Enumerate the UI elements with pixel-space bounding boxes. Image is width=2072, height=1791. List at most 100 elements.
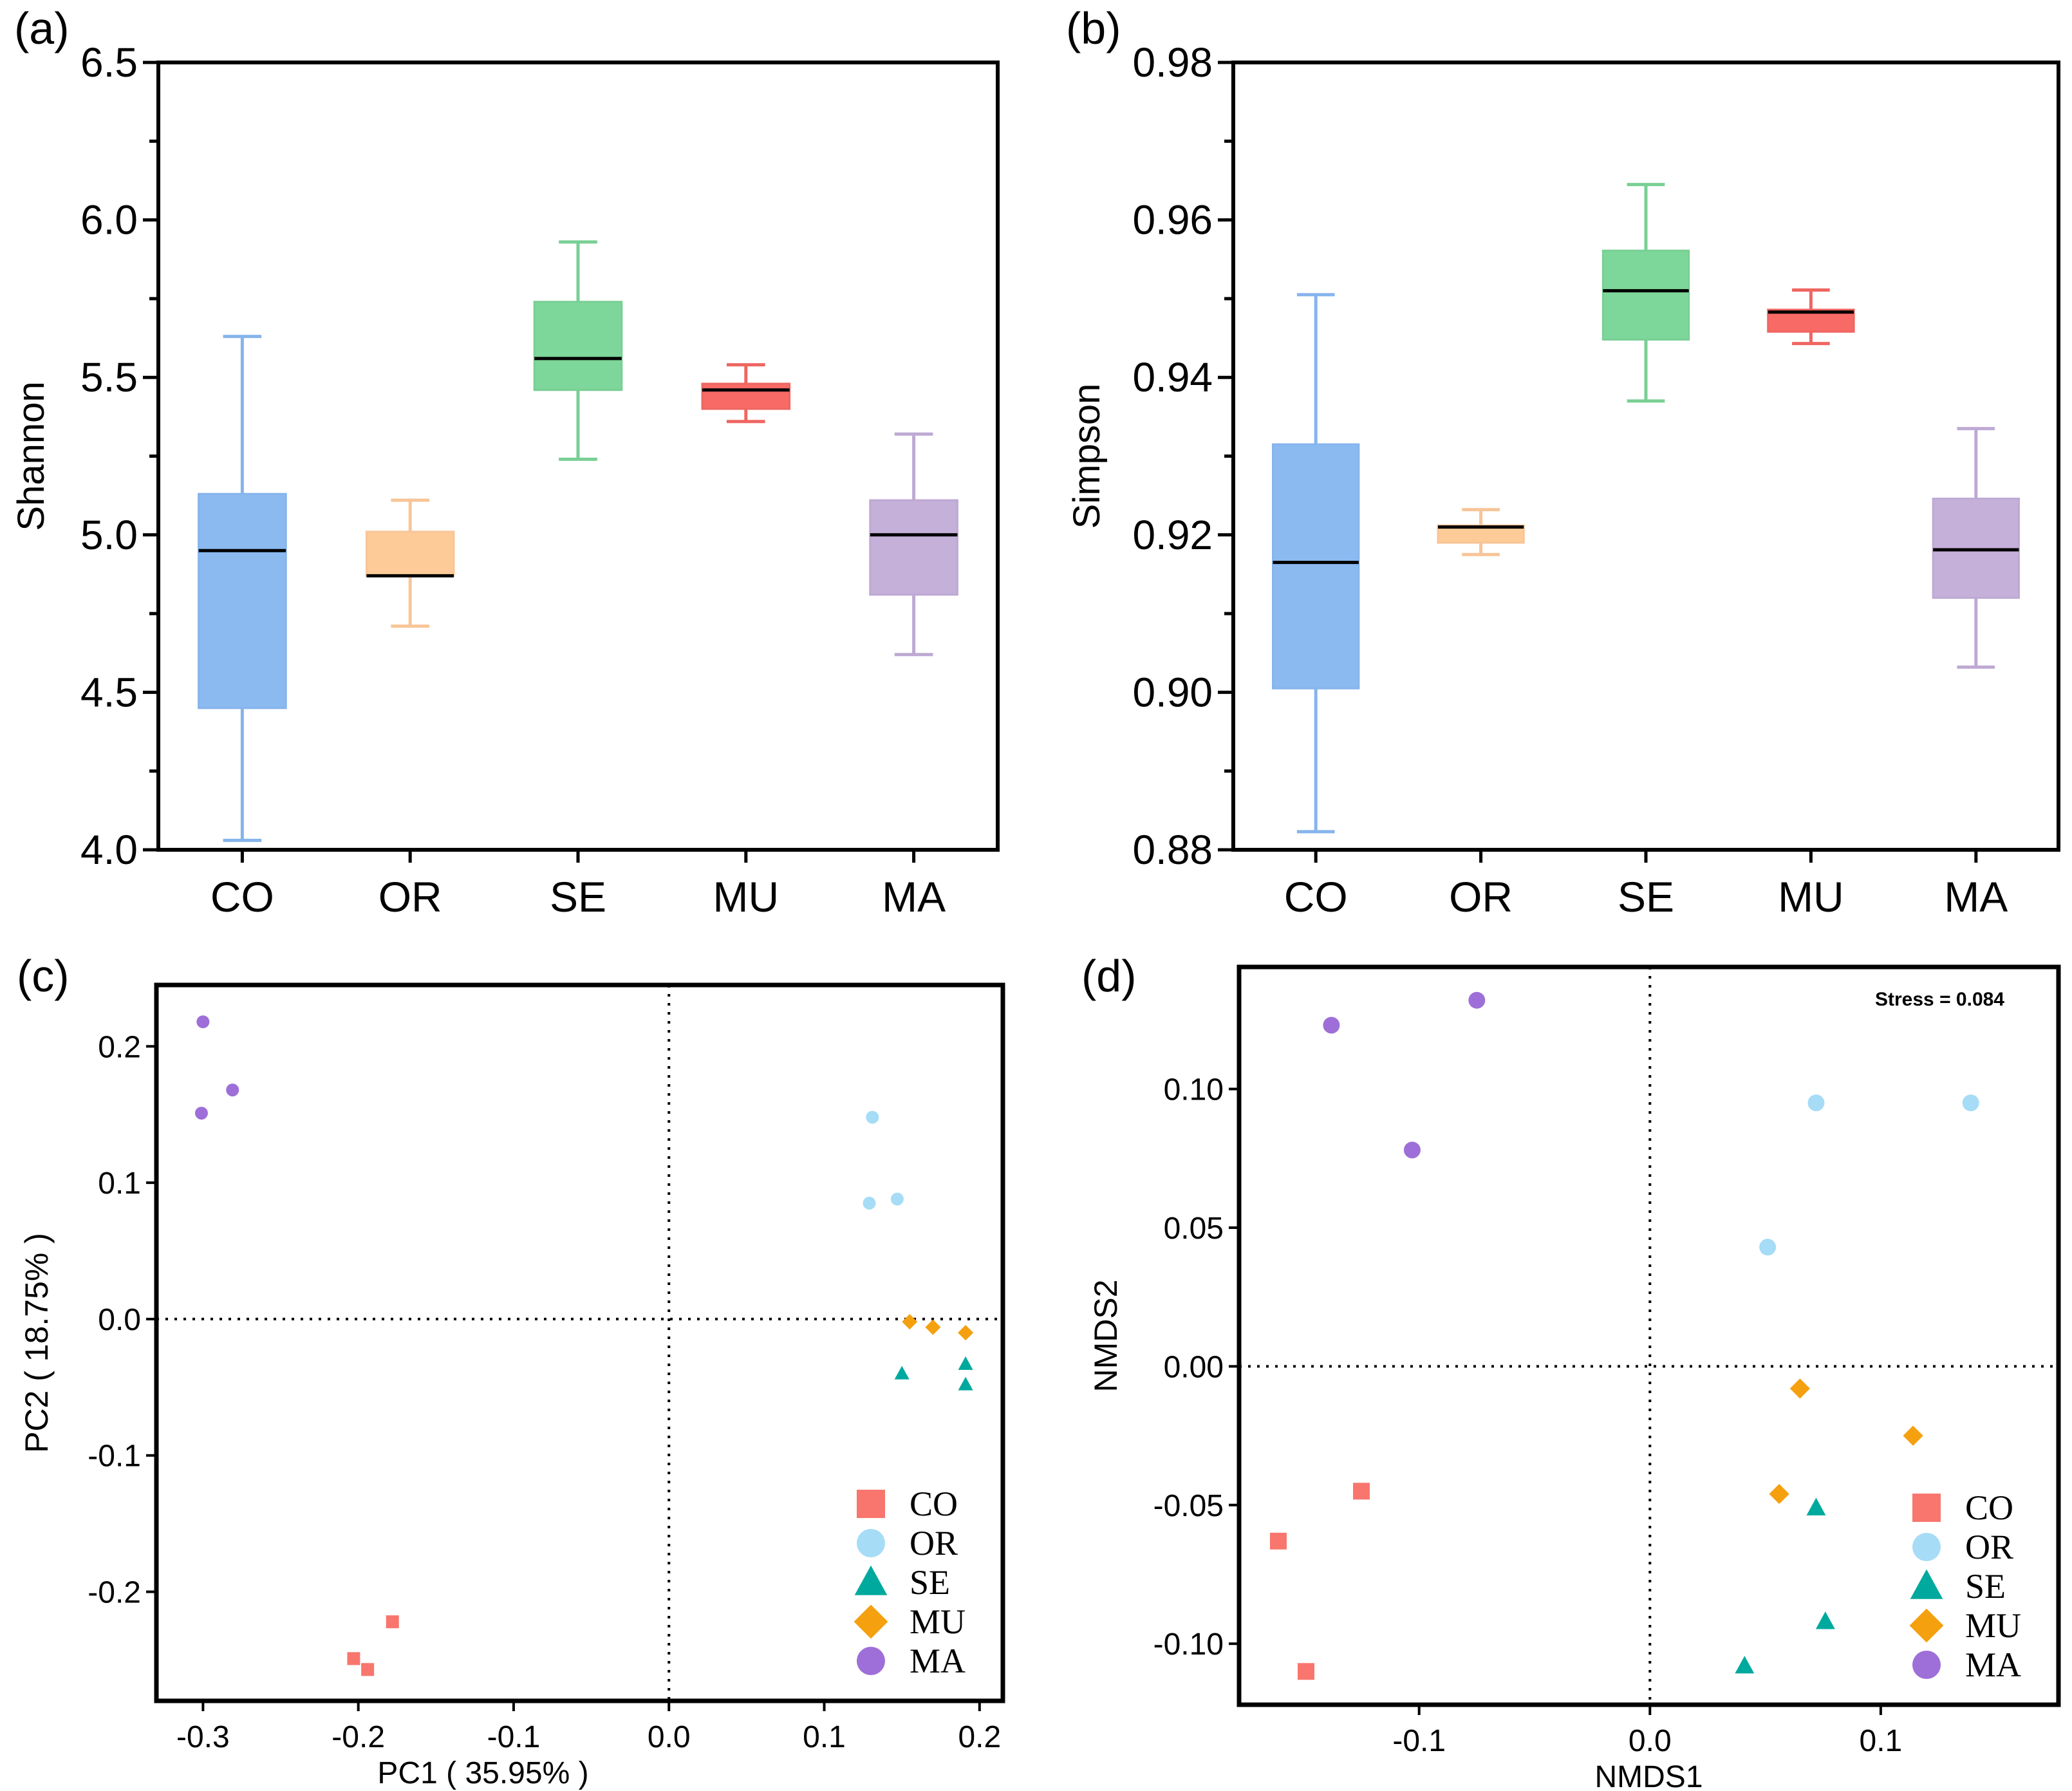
legend-label: MU: [1965, 1606, 2021, 1645]
y-tick-label: 4.5: [80, 669, 138, 715]
legend-marker-ma: [857, 1647, 885, 1675]
legend-marker-co: [1912, 1494, 1941, 1522]
x-tick-label: MA: [1944, 873, 2008, 921]
y-tick-label: 0.2: [98, 1030, 141, 1064]
y-tick-label: 5.5: [80, 354, 138, 400]
x-tick-label: -0.1: [487, 1720, 541, 1754]
legend-label: MU: [910, 1602, 966, 1641]
x-axis-label: PC1 ( 35.95% ): [377, 1756, 588, 1790]
data-point-or: [1807, 1094, 1825, 1112]
x-tick-label: 0.1: [803, 1720, 846, 1754]
legend-label: OR: [1965, 1528, 2013, 1566]
data-point-mu: [958, 1325, 974, 1341]
data-point-co: [347, 1652, 360, 1665]
legend-label: CO: [1965, 1488, 2013, 1527]
box-se: [533, 240, 623, 461]
y-tick-label: 0.96: [1132, 197, 1213, 243]
box-co: [1272, 293, 1360, 834]
x-tick-label: MU: [713, 873, 779, 921]
x-axis-label: NMDS1: [1594, 1760, 1703, 1791]
x-tick-label: MA: [882, 873, 946, 921]
series-mu: [902, 1314, 974, 1341]
y-tick-label: 4.0: [80, 827, 138, 873]
data-point-se: [1815, 1611, 1835, 1629]
y-tick-label: 6.0: [80, 197, 138, 243]
box-co: [198, 335, 287, 842]
box-ma: [1932, 427, 2020, 669]
box-mu: [701, 363, 791, 424]
box-iqr: [365, 530, 455, 577]
data-point-se: [958, 1376, 973, 1391]
x-tick-label: OR: [378, 873, 442, 921]
data-point-ma: [1468, 991, 1486, 1009]
x-tick-label: OR: [1449, 873, 1513, 921]
data-point-co: [1297, 1663, 1314, 1680]
box-iqr: [198, 492, 287, 709]
data-point-ma: [194, 1107, 208, 1120]
x-tick-label: -0.2: [331, 1720, 385, 1754]
data-point-co: [1269, 1532, 1287, 1550]
y-tick-label: 0.0: [98, 1303, 141, 1337]
x-tick-label: 0.2: [958, 1720, 1001, 1754]
data-point-ma: [226, 1083, 239, 1097]
legend-label: MA: [910, 1642, 966, 1680]
panel-tag: (d): [1081, 951, 1137, 1001]
y-axis-label: PC2 ( 18.75% ): [19, 1233, 55, 1453]
data-point-or: [866, 1111, 879, 1124]
series-co: [1269, 1483, 1370, 1680]
y-tick-label: -0.2: [88, 1576, 141, 1610]
data-point-or: [1759, 1239, 1777, 1256]
legend-marker-or: [857, 1529, 885, 1557]
series-ma: [1323, 991, 1486, 1159]
y-tick-label: 0.10: [1164, 1073, 1224, 1107]
box-iqr: [533, 301, 623, 391]
y-tick-label: 5.0: [80, 512, 138, 558]
legend-marker-or: [1912, 1533, 1941, 1561]
x-tick-label: -0.1: [1392, 1724, 1446, 1758]
data-point-or: [890, 1192, 904, 1206]
legend-label: SE: [910, 1563, 950, 1602]
x-tick-label: SE: [1618, 873, 1674, 921]
series-se: [894, 1356, 973, 1391]
y-tick-label: 0.90: [1132, 669, 1213, 715]
y-tick-label: 0.00: [1164, 1350, 1224, 1384]
data-point-se: [1806, 1497, 1826, 1515]
y-tick-label: 6.5: [80, 39, 138, 86]
legend-marker-ma: [1912, 1651, 1941, 1679]
x-tick-label: -0.3: [176, 1720, 230, 1754]
series-ma: [194, 1015, 239, 1120]
y-tick-label: -0.10: [1153, 1627, 1224, 1662]
x-tick-label: MU: [1778, 873, 1844, 921]
data-point-mu: [1769, 1483, 1789, 1505]
data-point-mu: [1789, 1378, 1810, 1399]
nmds-scatter-panel: (d) -0.1 0.0 0.1 -0.10 -0.05 0.00 0.05 0.10 NMDS1…: [1081, 951, 2061, 1791]
data-point-ma: [1403, 1141, 1421, 1159]
data-point-se: [894, 1365, 910, 1380]
y-tick-label: 0.1: [98, 1167, 141, 1201]
series-or: [863, 1111, 904, 1210]
x-tick-label: CO: [210, 873, 274, 921]
panel-tag: (c): [17, 951, 70, 1001]
y-tick-label: 0.98: [1132, 39, 1213, 86]
box-iqr: [701, 382, 791, 410]
legend-marker-mu: [1909, 1608, 1944, 1643]
data-point-co: [1353, 1483, 1370, 1500]
legend-marker-mu: [854, 1604, 888, 1639]
data-point-or: [1962, 1094, 1979, 1112]
simpson-boxplot-panel: (b) 0.88 0.90 0.92 0.94 0.96 0.98 CO OR SE MU MA Sim…: [1066, 3, 2060, 921]
y-axis-label: Simpson: [1066, 384, 1108, 529]
y-tick-label: 0.88: [1132, 827, 1213, 873]
y-tick-label: 0.05: [1164, 1212, 1224, 1246]
data-point-co: [361, 1663, 375, 1676]
panel-tag: (a): [14, 3, 70, 53]
data-point-mu: [1903, 1425, 1923, 1446]
data-point-se: [958, 1356, 973, 1370]
series-mu: [1769, 1378, 1923, 1505]
pca-scatter-panel: (c) -0.3 -0.2 -0.1 0.0 0.1 0.2 -0.2 -0.1 0.0 0.1 0.…: [17, 951, 1005, 1790]
data-point-ma: [196, 1015, 210, 1029]
x-tick-label: CO: [1284, 873, 1348, 921]
plot-frame: [154, 982, 1005, 1703]
